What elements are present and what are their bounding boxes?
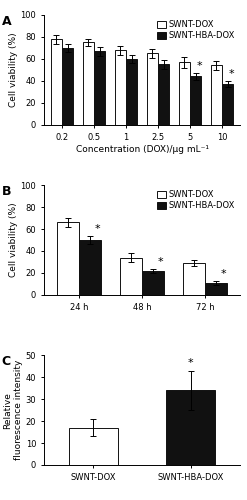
Bar bbox=[115, 50, 126, 125]
X-axis label: Concentration (DOX)/μg mL⁻¹: Concentration (DOX)/μg mL⁻¹ bbox=[76, 145, 208, 154]
Bar bbox=[83, 42, 94, 125]
Bar bbox=[179, 62, 190, 125]
Bar bbox=[147, 54, 158, 125]
Bar bbox=[211, 66, 222, 125]
Text: *: * bbox=[221, 269, 226, 279]
Text: A: A bbox=[1, 15, 11, 28]
Bar bbox=[62, 48, 73, 125]
Bar bbox=[183, 263, 205, 295]
Text: *: * bbox=[229, 68, 234, 78]
Text: B: B bbox=[1, 185, 11, 198]
Bar bbox=[205, 283, 227, 295]
Bar bbox=[79, 240, 101, 295]
Bar bbox=[166, 390, 215, 465]
Bar bbox=[120, 258, 142, 295]
Bar bbox=[190, 76, 201, 125]
Legend: SWNT-DOX, SWNT-HBA-DOX: SWNT-DOX, SWNT-HBA-DOX bbox=[157, 19, 235, 41]
Legend: SWNT-DOX, SWNT-HBA-DOX: SWNT-DOX, SWNT-HBA-DOX bbox=[157, 190, 235, 211]
Bar bbox=[51, 39, 62, 125]
Bar bbox=[222, 84, 233, 125]
Bar bbox=[94, 51, 105, 125]
Text: *: * bbox=[158, 257, 164, 267]
Y-axis label: Relative
fluorescence intensity: Relative fluorescence intensity bbox=[3, 360, 23, 460]
Y-axis label: Cell viability (%): Cell viability (%) bbox=[9, 32, 18, 107]
Bar bbox=[142, 270, 164, 295]
Text: *: * bbox=[188, 358, 194, 368]
Bar bbox=[158, 64, 169, 125]
Bar bbox=[69, 428, 118, 465]
Text: *: * bbox=[197, 61, 202, 71]
Bar bbox=[126, 59, 137, 125]
Text: *: * bbox=[95, 224, 101, 234]
Y-axis label: Cell viability (%): Cell viability (%) bbox=[9, 202, 18, 278]
Text: C: C bbox=[1, 355, 11, 368]
Bar bbox=[57, 222, 79, 295]
